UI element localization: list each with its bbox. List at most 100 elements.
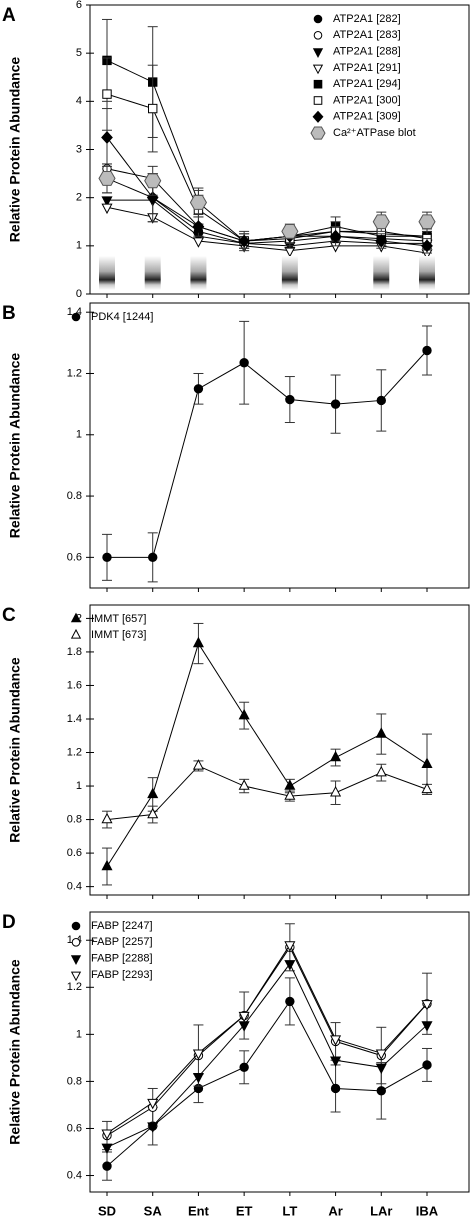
legend-label: ATP2A1 [294] — [333, 78, 401, 90]
marker — [102, 552, 112, 563]
series-line — [106, 177, 428, 244]
marker — [372, 214, 390, 230]
series-line — [107, 350, 428, 558]
marker — [70, 612, 82, 623]
marker — [330, 1035, 342, 1046]
marker — [418, 214, 436, 230]
marker — [239, 358, 249, 368]
marker — [101, 203, 113, 215]
y-tick-label: 1 — [76, 429, 82, 441]
marker — [285, 996, 295, 1007]
y-tick-label: 2 — [76, 192, 82, 204]
marker — [147, 1122, 159, 1133]
marker — [147, 1098, 159, 1110]
series-line — [107, 199, 427, 247]
marker — [192, 1073, 204, 1084]
marker — [238, 234, 251, 248]
y-tick-label: 1.6 — [67, 679, 82, 691]
marker — [70, 955, 82, 965]
marker — [148, 552, 158, 563]
legend-label: ATP2A1 [309] — [333, 111, 401, 123]
marker — [421, 239, 433, 253]
y-tick-label: 0.4 — [67, 1169, 82, 1181]
y-tick-label: 1 — [76, 780, 82, 792]
marker — [313, 31, 323, 40]
y-tick-label: 4 — [76, 95, 82, 107]
marker — [71, 938, 81, 947]
marker — [313, 14, 323, 24]
marker — [70, 628, 82, 639]
marker — [313, 96, 323, 105]
panel-letter: D — [2, 912, 16, 933]
marker — [192, 1049, 204, 1060]
marker — [192, 759, 204, 770]
series-line — [106, 206, 428, 254]
plot-frame — [89, 302, 470, 589]
marker — [71, 312, 81, 322]
marker — [310, 126, 326, 140]
blot-image — [281, 256, 298, 290]
y-tick-label: 0.6 — [67, 847, 82, 859]
marker — [330, 1083, 341, 1094]
legend-label: FABP [2293] — [91, 969, 153, 981]
marker — [376, 395, 386, 406]
marker — [144, 173, 162, 189]
marker — [102, 89, 112, 99]
series-line — [106, 962, 428, 1148]
x-tick-label: LT — [282, 1203, 297, 1218]
marker — [101, 859, 113, 871]
panel-letter: A — [2, 5, 16, 26]
marker — [147, 787, 159, 799]
legend-label: ATP2A1 [283] — [333, 29, 401, 41]
marker — [192, 636, 204, 648]
marker — [238, 779, 250, 790]
marker — [71, 921, 81, 931]
blot-image — [373, 256, 390, 290]
y-axis-label: Relative Protein Abundance — [7, 353, 23, 539]
marker — [284, 960, 296, 971]
x-tick-label: IBA — [416, 1203, 439, 1218]
marker — [284, 246, 296, 258]
marker — [70, 971, 82, 982]
panel-letter: B — [2, 303, 16, 324]
legend-label: FABP [2257] — [91, 936, 153, 948]
legend-label: ATP2A1 [291] — [333, 62, 401, 74]
plot-frame — [89, 911, 470, 1193]
series-line — [106, 946, 428, 1136]
legend-label: IMMT [673] — [91, 629, 146, 641]
marker — [189, 195, 208, 210]
marker — [312, 64, 324, 75]
y-tick-label: 0.8 — [67, 490, 82, 502]
y-axis-label: Relative Protein Abundance — [7, 657, 23, 843]
marker — [193, 384, 204, 394]
y-tick-label: 0.6 — [67, 1122, 82, 1134]
y-tick-label: 1.4 — [67, 713, 82, 725]
y-tick-label: 0.8 — [67, 813, 82, 825]
marker — [101, 1143, 113, 1155]
marker — [313, 79, 323, 89]
marker — [375, 1063, 387, 1075]
marker — [421, 1000, 433, 1011]
legend-label: Ca²⁺ATPase blot — [333, 127, 416, 139]
panel-letter: C — [2, 605, 16, 626]
marker — [281, 223, 299, 239]
marker — [422, 345, 432, 356]
y-tick-label: 1.2 — [67, 746, 82, 758]
marker — [312, 110, 324, 123]
plot-frame — [89, 604, 470, 896]
x-tick-label: ET — [236, 1203, 253, 1218]
legend-label: ATP2A1 [282] — [333, 13, 401, 25]
marker — [101, 812, 113, 824]
y-tick-label: 1 — [76, 240, 82, 252]
series-line — [106, 1000, 428, 1167]
marker — [285, 394, 295, 405]
marker — [375, 234, 388, 248]
x-tick-label: SD — [98, 1203, 116, 1218]
blot-image — [144, 256, 161, 290]
marker — [421, 1021, 433, 1032]
y-tick-label: 0.6 — [67, 551, 82, 563]
y-tick-label: 5 — [76, 47, 82, 59]
marker — [148, 103, 158, 114]
x-tick-label: SA — [144, 1203, 163, 1218]
